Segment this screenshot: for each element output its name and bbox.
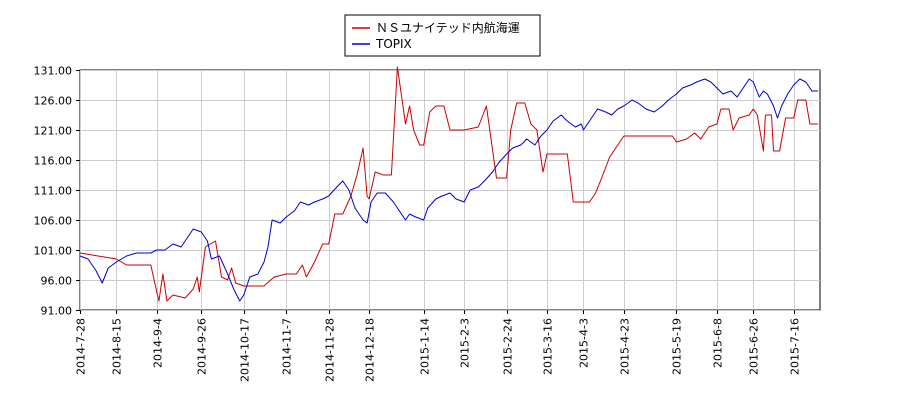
x-tick-label: 2015-4-3 [578, 318, 591, 368]
y-tick-label: 91.00 [41, 305, 73, 318]
x-tick-label: 2014-10-17 [239, 318, 252, 382]
y-tick-label: 101.00 [34, 245, 73, 258]
y-axis-ticks: 91.00 96.00 101.00 106.00 111.00 116.00 121.00… [34, 65, 80, 318]
y-tick-label: 121.00 [34, 125, 73, 138]
x-tick-label: 2015-6-26 [748, 318, 761, 375]
x-tick-label: 2014-9-26 [196, 318, 209, 375]
x-tick-label: 2014-9-4 [152, 318, 165, 368]
x-tick-label: 2015-2-24 [502, 318, 515, 375]
x-axis-ticks: 2014-7-28 2014-8-15 2014-9-4 2014-9-26 2014-… [75, 310, 802, 382]
x-tick-label: 2014-7-28 [75, 318, 88, 375]
x-tick-label: 2014-11-28 [324, 318, 337, 382]
y-tick-label: 106.00 [34, 215, 73, 228]
series-line-0 [79, 66, 818, 302]
x-tick-label: 2014-11-7 [281, 318, 294, 375]
series-line-1 [79, 78, 818, 302]
x-tick-label: 2015-5-19 [671, 318, 684, 375]
x-tick-label: 2015-3-16 [542, 318, 555, 375]
y-tick-label: 131.00 [34, 65, 73, 78]
series-lines [79, 66, 818, 302]
y-tick-label: 116.00 [34, 155, 73, 168]
x-tick-label: 2014-8-15 [111, 318, 124, 375]
legend-label-topix: TOPIX [375, 37, 412, 51]
y-tick-label: 126.00 [34, 95, 73, 108]
x-tick-label: 2015-2-3 [459, 318, 472, 368]
grid-lines [80, 70, 820, 311]
legend-box [344, 14, 541, 57]
x-tick-label: 2015-6-8 [712, 318, 725, 368]
x-tick-label: 2014-12-18 [364, 318, 377, 382]
x-tick-label: 2015-1-14 [419, 318, 432, 375]
y-tick-label: 111.00 [34, 185, 73, 198]
y-tick-label: 96.00 [41, 275, 73, 288]
x-tick-label: 2015-4-23 [619, 318, 632, 375]
legend: ＮＳユナイテッド内航海運 TOPIX [344, 14, 541, 57]
x-tick-label: 2015-7-16 [789, 318, 802, 375]
legend-label-nsunited: ＮＳユナイテッド内航海運 [376, 20, 520, 35]
